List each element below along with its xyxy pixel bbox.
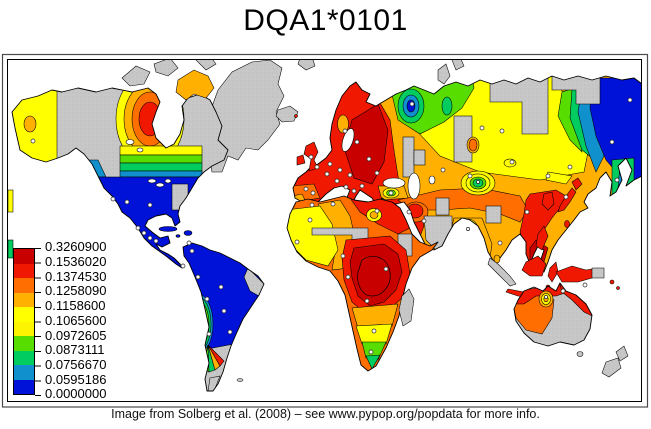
legend-swatch [14,350,34,365]
legend-tick-label: 0.1258090 [45,283,107,299]
legend-swatch-column [13,248,35,395]
legend-tick-label: 0.1536020 [45,254,107,270]
legend-tick-label: 0.0756670 [45,356,107,372]
legend-tick-label: 0.0873111 [45,342,105,358]
legend-swatch [14,292,34,307]
legend-swatch [14,249,34,264]
legend-swatch [14,365,34,380]
legend-swatch [14,321,34,336]
legend-tick-label: 0.1065600 [45,312,107,328]
legend-swatch [14,336,34,351]
figure-title: DQA1*0101 [243,4,408,37]
continent-australia [513,282,629,378]
legend-swatch [14,307,34,322]
legend-tick-label: 0.0972605 [45,327,107,343]
legend-tick-label: 0.3260900 [45,239,107,255]
legend-swatch [14,379,34,394]
legend-tick-label: 0.0595186 [45,371,107,387]
continent-south-america [182,242,265,392]
continent-greenland [205,60,316,173]
legend-tick-label: 0.1374530 [45,268,107,284]
legend-labels: 0.3260900 0.1536020 0.1374530 0.1258090 … [45,240,135,402]
figure-caption: Image from Solberg et al. (2008) – see w… [111,407,540,421]
legend-tick-marks [35,248,41,396]
legend-tick-label: 0.1158600 [45,298,106,314]
sample-site-dots [30,97,633,355]
legend-tick-label: 0.0000000 [45,386,107,402]
legend-swatch [14,278,34,293]
legend-swatch [14,263,34,278]
map-frame [1,53,649,408]
